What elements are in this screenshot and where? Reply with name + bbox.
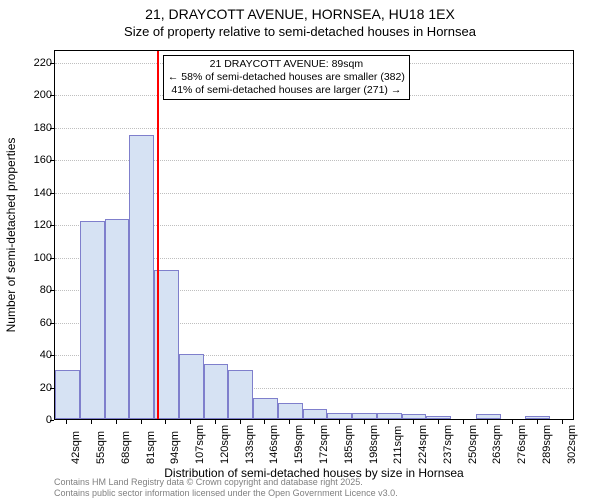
x-tick-mark bbox=[289, 420, 290, 424]
x-tick-label: 68sqm bbox=[120, 431, 132, 464]
y-tick-mark bbox=[50, 290, 54, 291]
x-tick-label: 250sqm bbox=[467, 425, 479, 464]
x-tick-label: 276sqm bbox=[516, 425, 528, 464]
x-tick-label: 107sqm bbox=[194, 425, 206, 464]
info-box-line1: 21 DRAYCOTT AVENUE: 89sqm bbox=[168, 58, 405, 71]
subject-marker-line bbox=[157, 51, 159, 419]
y-tick-label: 20 bbox=[12, 382, 52, 394]
x-tick-label: 81sqm bbox=[145, 431, 157, 464]
x-tick-label: 211sqm bbox=[392, 426, 404, 464]
histogram-bar bbox=[476, 414, 501, 419]
y-tick-mark bbox=[50, 160, 54, 161]
x-tick-label: 133sqm bbox=[244, 425, 256, 464]
histogram-bar bbox=[55, 370, 80, 419]
x-tick-mark bbox=[487, 420, 488, 424]
histogram-bar bbox=[278, 403, 303, 419]
histogram-bar bbox=[253, 398, 278, 419]
footer-line2: Contains public sector information licen… bbox=[54, 488, 574, 498]
histogram-bar bbox=[377, 413, 402, 419]
x-tick-label: 94sqm bbox=[169, 431, 181, 464]
y-tick-mark bbox=[50, 128, 54, 129]
y-tick-mark bbox=[50, 420, 54, 421]
chart-container: 21, DRAYCOTT AVENUE, HORNSEA, HU18 1EX S… bbox=[0, 0, 600, 500]
info-box-line3: 41% of semi-detached houses are larger (… bbox=[168, 84, 405, 97]
x-tick-label: 263sqm bbox=[491, 425, 503, 464]
y-tick-label: 80 bbox=[12, 284, 52, 296]
y-tick-label: 100 bbox=[12, 252, 52, 264]
x-tick-label: 198sqm bbox=[368, 425, 380, 464]
x-tick-mark bbox=[215, 420, 216, 424]
x-tick-mark bbox=[141, 420, 142, 424]
x-tick-label: 55sqm bbox=[95, 431, 107, 464]
y-tick-label: 200 bbox=[12, 89, 52, 101]
info-box: 21 DRAYCOTT AVENUE: 89sqm← 58% of semi-d… bbox=[163, 55, 410, 100]
y-tick-label: 120 bbox=[12, 219, 52, 231]
histogram-bar bbox=[303, 409, 328, 419]
x-tick-label: 120sqm bbox=[219, 425, 231, 464]
x-tick-label: 146sqm bbox=[268, 425, 280, 464]
y-tick-label: 60 bbox=[12, 317, 52, 329]
histogram-bar bbox=[525, 416, 550, 419]
x-tick-mark bbox=[190, 420, 191, 424]
y-tick-mark bbox=[50, 388, 54, 389]
histogram-bar bbox=[426, 416, 451, 419]
y-tick-label: 160 bbox=[12, 154, 52, 166]
y-axis-label: Number of semi-detached properties bbox=[4, 138, 18, 333]
y-tick-label: 180 bbox=[12, 122, 52, 134]
histogram-bar bbox=[129, 135, 154, 419]
y-tick-mark bbox=[50, 63, 54, 64]
title-block: 21, DRAYCOTT AVENUE, HORNSEA, HU18 1EX S… bbox=[0, 0, 600, 39]
x-tick-mark bbox=[116, 420, 117, 424]
x-tick-mark bbox=[388, 420, 389, 424]
x-tick-mark bbox=[562, 420, 563, 424]
plot-area: 21 DRAYCOTT AVENUE: 89sqm← 58% of semi-d… bbox=[54, 50, 574, 420]
x-tick-mark bbox=[438, 420, 439, 424]
histogram-bar bbox=[402, 414, 427, 419]
y-tick-mark bbox=[50, 225, 54, 226]
x-tick-mark bbox=[537, 420, 538, 424]
histogram-bar bbox=[204, 364, 229, 419]
x-tick-mark bbox=[314, 420, 315, 424]
histogram-bar bbox=[352, 413, 377, 419]
chart-title-line1: 21, DRAYCOTT AVENUE, HORNSEA, HU18 1EX bbox=[0, 6, 600, 22]
x-tick-mark bbox=[512, 420, 513, 424]
footer-line1: Contains HM Land Registry data © Crown c… bbox=[54, 477, 574, 487]
x-tick-mark bbox=[165, 420, 166, 424]
y-tick-mark bbox=[50, 355, 54, 356]
y-tick-mark bbox=[50, 258, 54, 259]
histogram-bar bbox=[80, 221, 105, 419]
x-tick-label: 42sqm bbox=[70, 431, 82, 464]
y-tick-mark bbox=[50, 95, 54, 96]
histogram-bar bbox=[179, 354, 204, 419]
x-tick-mark bbox=[413, 420, 414, 424]
attribution-footer: Contains HM Land Registry data © Crown c… bbox=[54, 477, 574, 498]
y-tick-mark bbox=[50, 193, 54, 194]
y-tick-label: 0 bbox=[12, 414, 52, 426]
x-tick-mark bbox=[240, 420, 241, 424]
x-tick-label: 224sqm bbox=[417, 425, 429, 464]
info-box-line2: ← 58% of semi-detached houses are smalle… bbox=[168, 71, 405, 84]
y-tick-label: 40 bbox=[12, 349, 52, 361]
x-tick-mark bbox=[66, 420, 67, 424]
x-tick-label: 302sqm bbox=[566, 425, 578, 464]
histogram-bar bbox=[105, 219, 130, 419]
y-tick-mark bbox=[50, 323, 54, 324]
x-tick-mark bbox=[364, 420, 365, 424]
histogram-bar bbox=[327, 413, 352, 419]
gridline bbox=[55, 128, 573, 129]
y-tick-label: 140 bbox=[12, 187, 52, 199]
x-tick-label: 159sqm bbox=[293, 425, 305, 464]
x-tick-mark bbox=[91, 420, 92, 424]
x-tick-label: 237sqm bbox=[442, 425, 454, 464]
x-tick-label: 185sqm bbox=[343, 425, 355, 464]
x-tick-mark bbox=[264, 420, 265, 424]
x-tick-mark bbox=[463, 420, 464, 424]
x-tick-label: 172sqm bbox=[318, 425, 330, 464]
x-tick-mark bbox=[339, 420, 340, 424]
y-tick-label: 220 bbox=[12, 57, 52, 69]
chart-title-line2: Size of property relative to semi-detach… bbox=[0, 24, 600, 39]
x-tick-label: 289sqm bbox=[541, 425, 553, 464]
histogram-bar bbox=[228, 370, 253, 419]
